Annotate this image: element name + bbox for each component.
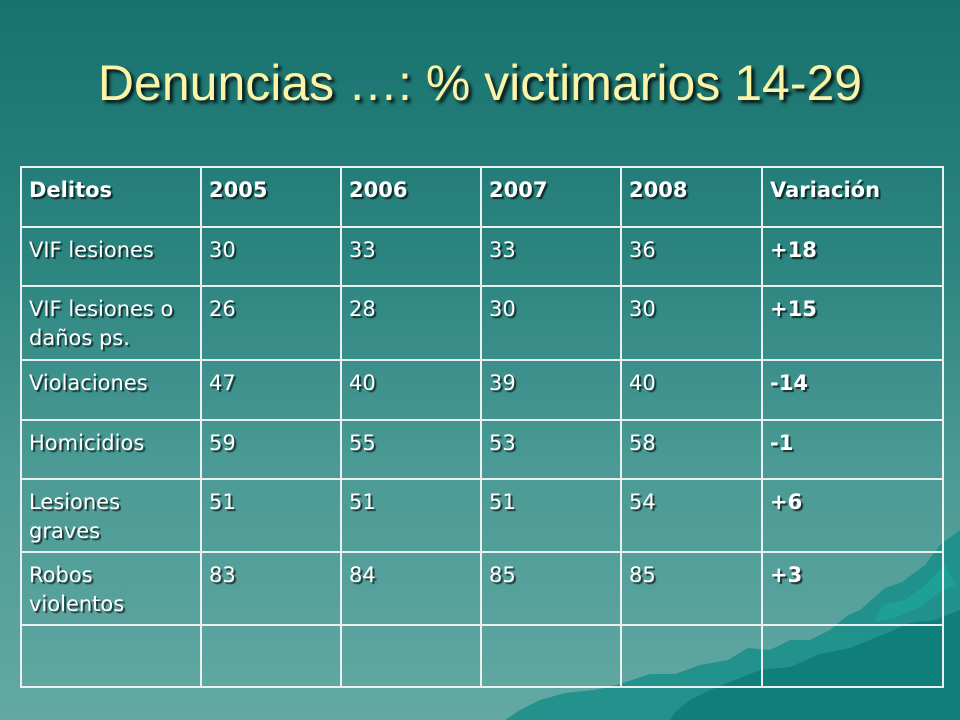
table-cell-variation: +15 bbox=[761, 285, 944, 361]
table-row-empty bbox=[20, 624, 944, 688]
table-cell: 84 bbox=[340, 551, 482, 626]
table-cell bbox=[200, 624, 342, 688]
table-cell: Homicidios bbox=[20, 419, 202, 480]
table-cell: VIF lesiones bbox=[20, 226, 202, 287]
table-cell bbox=[20, 624, 202, 688]
table-cell: 58 bbox=[620, 419, 763, 480]
table-cell: 26 bbox=[200, 285, 342, 361]
table-cell: 85 bbox=[480, 551, 622, 626]
table-cell: 85 bbox=[620, 551, 763, 626]
header-2006: 2006 bbox=[340, 166, 482, 228]
table-row: VIF lesiones 30 33 33 36 +18 bbox=[20, 226, 944, 287]
table-cell: VIF lesiones o daños ps. bbox=[20, 285, 202, 361]
header-2007: 2007 bbox=[480, 166, 622, 228]
header-variacion: Variación bbox=[761, 166, 944, 228]
table-cell-variation: -14 bbox=[761, 359, 944, 421]
table-cell bbox=[340, 624, 482, 688]
table-cell: 53 bbox=[480, 419, 622, 480]
table-cell-variation bbox=[761, 624, 944, 688]
table-cell: 40 bbox=[620, 359, 763, 421]
header-2005: 2005 bbox=[200, 166, 342, 228]
table-cell: Robos violentos bbox=[20, 551, 202, 626]
table-cell: 30 bbox=[620, 285, 763, 361]
table-row: VIF lesiones o daños ps. 26 28 30 30 +15 bbox=[20, 285, 944, 361]
table-cell: 54 bbox=[620, 478, 763, 553]
table-cell: 51 bbox=[200, 478, 342, 553]
table-cell: 51 bbox=[480, 478, 622, 553]
table-cell: 55 bbox=[340, 419, 482, 480]
table-cell: 39 bbox=[480, 359, 622, 421]
table-cell: 33 bbox=[340, 226, 482, 287]
slide-title: Denuncias …: % victimarios 14-29 bbox=[97, 55, 863, 111]
table-row: Robos violentos 83 84 85 85 +3 bbox=[20, 551, 944, 626]
table-cell: 40 bbox=[340, 359, 482, 421]
table-cell-variation: -1 bbox=[761, 419, 944, 480]
table-cell: 59 bbox=[200, 419, 342, 480]
table-cell-variation: +3 bbox=[761, 551, 944, 626]
table-cell: Violaciones bbox=[20, 359, 202, 421]
table-cell: 47 bbox=[200, 359, 342, 421]
table-cell bbox=[480, 624, 622, 688]
table-cell: 83 bbox=[200, 551, 342, 626]
header-delitos: Delitos bbox=[20, 166, 202, 228]
table-cell bbox=[620, 624, 763, 688]
header-2008: 2008 bbox=[620, 166, 763, 228]
table-cell: 28 bbox=[340, 285, 482, 361]
crime-statistics-table: Delitos 2005 2006 2007 2008 Variación VI… bbox=[20, 166, 944, 688]
table-cell: 30 bbox=[480, 285, 622, 361]
table-row: Lesiones graves 51 51 51 54 +6 bbox=[20, 478, 944, 553]
table-cell: 33 bbox=[480, 226, 622, 287]
table-cell: Lesiones graves bbox=[20, 478, 202, 553]
table-cell: 36 bbox=[620, 226, 763, 287]
table-cell: 30 bbox=[200, 226, 342, 287]
table-row: Violaciones 47 40 39 40 -14 bbox=[20, 359, 944, 421]
table-cell: 51 bbox=[340, 478, 482, 553]
table-cell-variation: +6 bbox=[761, 478, 944, 553]
table-row: Homicidios 59 55 53 58 -1 bbox=[20, 419, 944, 480]
table-cell-variation: +18 bbox=[761, 226, 944, 287]
table-header-row: Delitos 2005 2006 2007 2008 Variación bbox=[20, 166, 944, 228]
